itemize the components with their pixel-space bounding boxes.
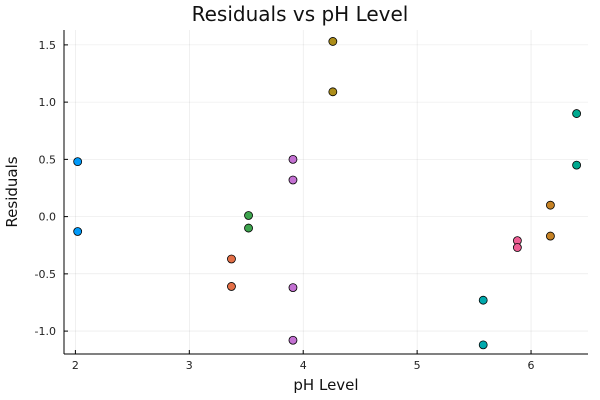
data-point <box>478 295 488 305</box>
data-point <box>328 87 338 97</box>
data-point <box>227 254 236 264</box>
axes-layer <box>63 30 588 355</box>
data-point <box>572 160 582 170</box>
data-point <box>512 243 522 252</box>
points-layer <box>73 37 582 350</box>
x-tick-label: 4 <box>300 359 307 372</box>
y-tick-label: 0.0 <box>39 211 57 224</box>
data-point <box>244 211 253 220</box>
grid-layer <box>64 30 588 354</box>
data-point <box>288 283 298 292</box>
x-tick-label: 2 <box>72 359 79 372</box>
x-tick-label: 6 <box>528 359 535 372</box>
x-tick-label: 5 <box>414 359 421 372</box>
y-tick-label: -0.5 <box>35 268 56 281</box>
y-tick-label: 1.0 <box>39 96 57 109</box>
data-point <box>244 223 253 233</box>
x-tick-label: 3 <box>186 359 193 372</box>
data-point <box>288 154 298 164</box>
data-point <box>288 335 298 345</box>
data-point <box>328 37 338 46</box>
data-point <box>288 175 298 185</box>
y-tick-label: -1.0 <box>35 325 56 338</box>
chart-title: Residuals vs pH Level <box>191 2 409 26</box>
data-point <box>546 231 555 241</box>
data-point <box>227 282 236 291</box>
y-tick-label: 1.5 <box>39 39 57 52</box>
data-point <box>546 200 555 210</box>
data-point <box>73 227 83 236</box>
data-point <box>478 340 488 350</box>
x-axis-label: pH Level <box>293 376 359 394</box>
data-point <box>73 157 83 167</box>
data-point <box>572 109 582 118</box>
ticks-layer: 2 3 4 5 6 -1.0 -0.5 0.0 0.5 1.0 1.5 <box>35 39 535 372</box>
y-tick-label: 0.5 <box>39 153 57 166</box>
